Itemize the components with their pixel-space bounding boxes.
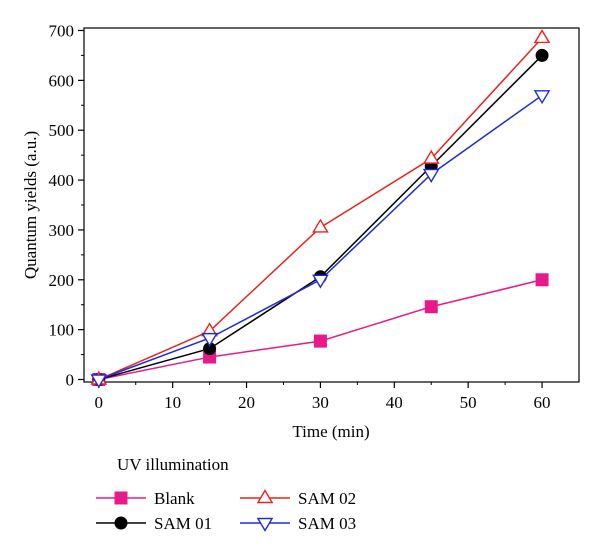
data-point-sam-02 xyxy=(422,149,440,164)
data-point-sam-03 xyxy=(201,332,218,347)
x-tick-label: 50 xyxy=(460,393,477,412)
legend: UV illumination Blank SAM 01 SAM 02 SAM 03 xyxy=(96,455,356,533)
series-line-sam-02 xyxy=(98,37,543,381)
x-tick-label: 60 xyxy=(534,393,551,412)
legend-label-blank: Blank xyxy=(154,489,195,508)
legend-marker-sam-01 xyxy=(114,516,128,530)
legend-label-sam-01: SAM 01 xyxy=(154,514,212,533)
y-axis-label: Quantum yields (a.u.) xyxy=(21,131,40,279)
data-point-sam-03 xyxy=(312,274,329,289)
x-tick-label: 30 xyxy=(312,393,329,412)
y-tick-label: 100 xyxy=(49,321,75,340)
legend-label-sam-03: SAM 03 xyxy=(298,514,356,533)
y-tick-label: 400 xyxy=(49,171,75,190)
data-point-blank xyxy=(535,273,549,287)
y-tick-label: 0 xyxy=(66,371,75,390)
series-markers xyxy=(90,29,551,389)
x-tick-label: 20 xyxy=(238,393,255,412)
legend-item-sam-03: SAM 03 xyxy=(240,514,356,533)
data-point-sam-02 xyxy=(533,29,551,44)
data-point-sam-03 xyxy=(90,374,108,389)
series-line-sam-01 xyxy=(98,54,543,381)
legend-title: UV illumination xyxy=(117,455,229,474)
legend-marker-sam-02 xyxy=(256,489,274,504)
legend-item-blank: Blank xyxy=(96,489,195,508)
data-point-sam-01 xyxy=(535,48,549,62)
legend-item-sam-02: SAM 02 xyxy=(240,489,356,508)
legend-marker-blank xyxy=(114,491,128,505)
x-axis: 0 10 20 30 40 50 60 xyxy=(95,382,551,412)
y-axis: 0 100 200 300 400 500 600 700 xyxy=(49,21,84,390)
x-tick-label: 40 xyxy=(386,393,403,412)
series-lines xyxy=(98,37,543,381)
data-point-sam-03 xyxy=(422,168,440,183)
x-tick-label: 0 xyxy=(95,393,104,412)
y-tick-label: 300 xyxy=(49,221,75,240)
y-tick-label: 200 xyxy=(49,271,75,290)
series-line-blank xyxy=(98,279,543,381)
legend-marker-sam-03 xyxy=(256,517,274,532)
x-tick-label: 10 xyxy=(164,393,181,412)
y-tick-label: 500 xyxy=(49,121,75,140)
y-tick-label: 600 xyxy=(49,71,75,90)
legend-item-sam-01: SAM 01 xyxy=(96,514,212,533)
data-point-sam-02 xyxy=(312,218,329,233)
data-point-blank xyxy=(313,334,327,348)
data-point-sam-03 xyxy=(533,90,551,105)
plot-area-frame xyxy=(83,27,580,383)
legend-label-sam-02: SAM 02 xyxy=(298,489,356,508)
x-axis-label: Time (min) xyxy=(292,422,369,441)
y-tick-label: 700 xyxy=(49,21,75,40)
data-point-blank xyxy=(424,300,438,314)
